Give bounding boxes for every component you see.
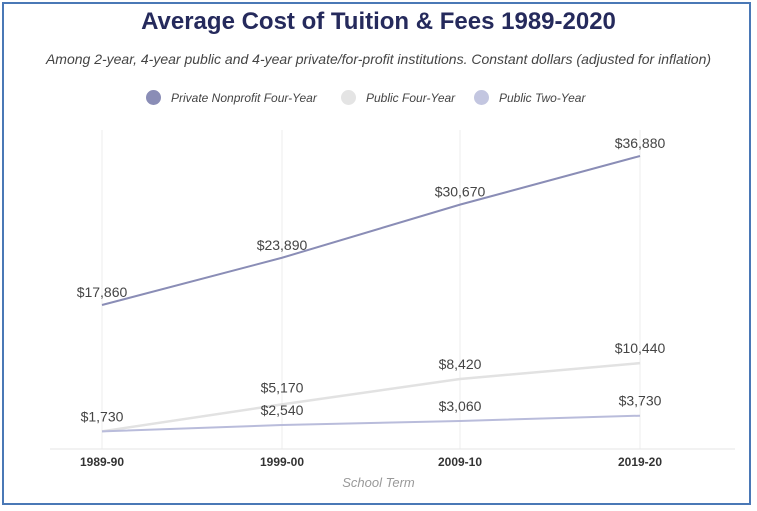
x-tick-label: 1999-00 xyxy=(260,455,304,469)
legend-item-private-nonprofit[interactable]: Private Nonprofit Four-Year xyxy=(146,90,317,105)
series-line-2 xyxy=(101,414,641,433)
x-tick-label: 1989-90 xyxy=(80,455,124,469)
vertical-gridlines xyxy=(101,130,641,449)
data-label: $2,540 xyxy=(261,402,304,418)
data-label: $10,440 xyxy=(615,340,666,356)
x-axis-title: School Term xyxy=(342,475,415,490)
chart-frame xyxy=(2,2,751,505)
legend-item-public-four-year[interactable]: Public Four-Year xyxy=(341,90,455,105)
legend-label-private-nonprofit: Private Nonprofit Four-Year xyxy=(171,90,317,105)
chart-subtitle: Among 2-year, 4-year public and 4-year p… xyxy=(45,51,712,67)
x-tick-labels: 1989-90 1999-00 2009-10 2019-20 xyxy=(80,455,662,469)
legend-label-public-four-year: Public Four-Year xyxy=(366,90,456,105)
data-label: $8,420 xyxy=(439,356,482,372)
data-label: $36,880 xyxy=(615,135,666,151)
legend-label-public-two-year: Public Two-Year xyxy=(499,90,586,105)
x-tick-label: 2009-10 xyxy=(438,455,482,469)
series-line-0 xyxy=(101,155,641,306)
legend-marker-public-two-year xyxy=(474,90,489,105)
chart-legend: Private Nonprofit Four-Year Public Four-… xyxy=(0,90,757,112)
data-label: $30,670 xyxy=(435,184,486,200)
data-labels: $17,860 $23,890 $30,670 $36,880 $1,730 $5,170… xyxy=(77,135,666,424)
data-label: $23,890 xyxy=(257,237,308,253)
legend-marker-private-nonprofit xyxy=(146,90,161,105)
legend-item-public-two-year[interactable]: Public Two-Year xyxy=(474,90,585,105)
legend-marker-public-four-year xyxy=(341,90,356,105)
data-label: $3,060 xyxy=(439,398,482,414)
series-line-1 xyxy=(101,361,641,433)
x-tick-label: 2019-20 xyxy=(618,455,662,469)
data-label: $1,730 xyxy=(81,408,124,424)
data-label: $5,170 xyxy=(261,379,304,395)
series-lines xyxy=(101,155,641,433)
chart-title: Average Cost of Tuition & Fees 1989-2020 xyxy=(141,8,616,35)
data-label: $3,730 xyxy=(619,393,662,409)
data-label: $17,860 xyxy=(77,284,128,300)
